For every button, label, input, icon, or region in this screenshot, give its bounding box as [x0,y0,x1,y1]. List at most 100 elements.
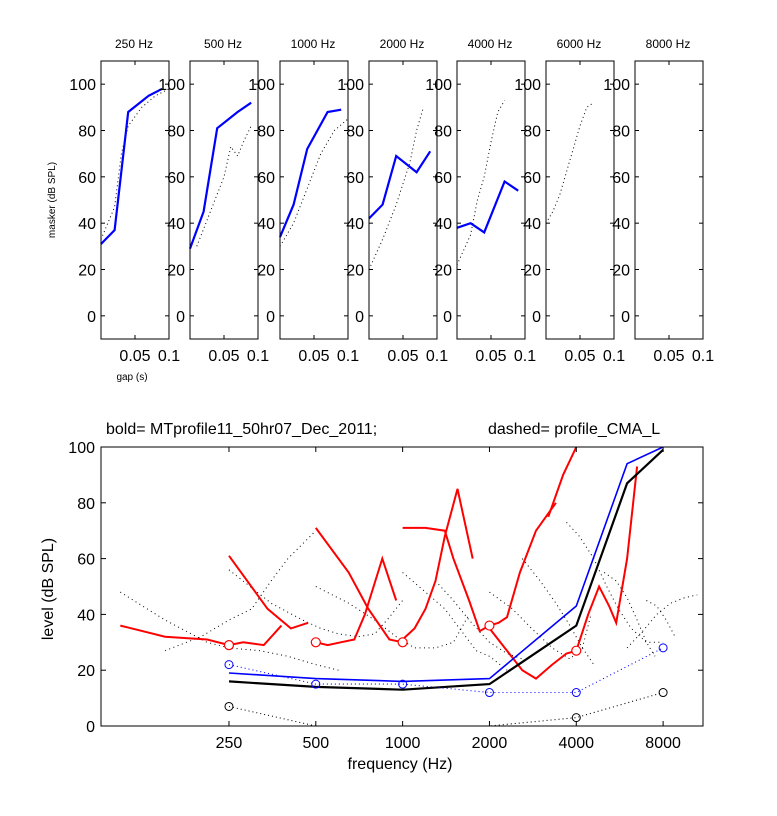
threshold-marker [224,701,234,711]
red-tuning-curve [547,447,578,518]
subplot-title: 250 Hz [115,37,153,51]
red-tuning-curve [120,624,283,647]
gap-subplot-6000-hz: 6000 Hz 0 20 40 60 80 100 0.05 0.1 [514,37,625,365]
y-tick-label: 40 [612,216,630,233]
y-tick-label: 80 [78,124,96,141]
y-tick-label: 60 [523,170,541,187]
chart-title-right: dashed= profile_CMA_L [488,421,660,438]
subplot-frame [279,60,349,340]
y-tick-label: 80 [257,124,275,141]
y-tick-label: 80 [167,124,185,141]
x-tick-label: 0.1 [603,348,625,365]
dotted-tuning-curve [646,600,676,637]
gap-subplot-1000-hz: 1000 Hz 0 20 40 60 80 100 0.05 0.1 [248,37,359,365]
y-tick-label: 60 [167,170,185,187]
y-tick-label: 0 [87,309,96,326]
subplot-title: 4000 Hz [468,37,513,51]
y-tick-label: 100 [603,77,630,94]
bold-curve [188,101,252,249]
threshold-series-3 [228,691,664,726]
dotted-tuning-curve [489,591,592,660]
x-tick-label: 0.05 [298,348,329,365]
y-tick-label: 100 [158,77,185,94]
x-tick-label: 4000 [558,735,594,752]
y-tick-label: 80 [612,124,630,141]
dotted-curve [456,100,506,266]
dotted-curve [368,107,424,270]
x-tick-label: 0.1 [514,348,536,365]
dotted-curve [100,88,170,240]
red-tuning-curve [315,555,398,647]
y-tick-label: 40 [346,216,364,233]
subplot-title: 500 Hz [204,37,242,51]
x-tick-label: 0.1 [158,348,180,365]
y-axis-label: level (dB SPL) [40,538,57,640]
y-tick-label: 0 [86,719,95,736]
bold-curve [100,87,163,245]
red-tuning-curve [489,502,557,627]
red-tuning-curve [575,466,639,652]
x-tick-label: 0.1 [426,348,448,365]
x-tick-label: 8000 [645,735,681,752]
threshold-series-0 [228,448,664,691]
y-tick-label: 100 [69,77,96,94]
red-threshold-marker [571,645,582,656]
top-xlabel: gap (s) [116,372,147,383]
subplot-title: 1000 Hz [291,37,336,51]
y-tick-label: 60 [77,552,95,569]
y-tick-label: 100 [248,77,275,94]
y-tick-label: 100 [425,77,452,94]
y-tick-label: 40 [167,216,185,233]
y-tick-label: 60 [434,170,452,187]
subplot-title: 6000 Hz [557,37,602,51]
threshold-marker [311,679,321,689]
bold-curve [456,179,519,235]
x-tick-label: 0.1 [692,348,714,365]
y-tick-label: 100 [337,77,364,94]
subplot-frame [456,60,526,340]
gap-subplot-8000-hz: 8000 Hz 0 20 40 60 80 100 0.05 0.1 [603,37,714,365]
threshold-marker [484,688,494,698]
dotted-tuning-curve [521,558,595,665]
dotted-curve [545,102,594,224]
y-tick-label: 40 [257,216,275,233]
subplot-title: 2000 Hz [380,37,425,51]
x-tick-label: 0.05 [119,348,150,365]
y-tick-label: 0 [266,309,275,326]
x-tick-label: 0.05 [387,348,418,365]
y-tick-label: 20 [77,663,95,680]
y-tick-label: 60 [78,170,96,187]
y-tick-label: 60 [346,170,364,187]
gap-subplot-250-hz: 250 Hz 0 20 40 60 80 100 0.05 0.1 [69,37,180,365]
red-tuning-curve [488,627,577,680]
red-threshold-marker [310,637,321,648]
y-tick-label: 80 [346,124,364,141]
subplot-title: 8000 Hz [646,37,691,51]
x-tick-label: 0.05 [564,348,595,365]
red-tuning-curve [228,555,309,630]
y-tick-label: 100 [514,77,541,94]
dotted-tuning-curve [315,586,470,649]
x-tick-label: 0.1 [337,348,359,365]
y-tick-label: 0 [176,309,185,326]
bold-curve [278,108,342,238]
x-tick-label: 0.1 [247,348,269,365]
y-tick-label: 20 [346,263,364,280]
y-tick-label: 20 [434,263,452,280]
threshold-marker [658,643,668,653]
red-threshold-marker [397,637,408,648]
x-tick-label: 0.05 [475,348,506,365]
y-tick-label: 60 [257,170,275,187]
y-tick-label: 20 [78,263,96,280]
x-tick-label: 0.05 [653,348,684,365]
threshold-series-1 [228,447,664,683]
top-ylabel: masker (dB SPL) [47,162,58,238]
threshold-marker [398,679,408,689]
y-tick-label: 40 [523,216,541,233]
y-tick-label: 20 [167,263,185,280]
subplot-frame [545,60,615,340]
dotted-tuning-curve [626,594,698,649]
dotted-curve [196,125,252,247]
y-tick-label: 20 [257,263,275,280]
